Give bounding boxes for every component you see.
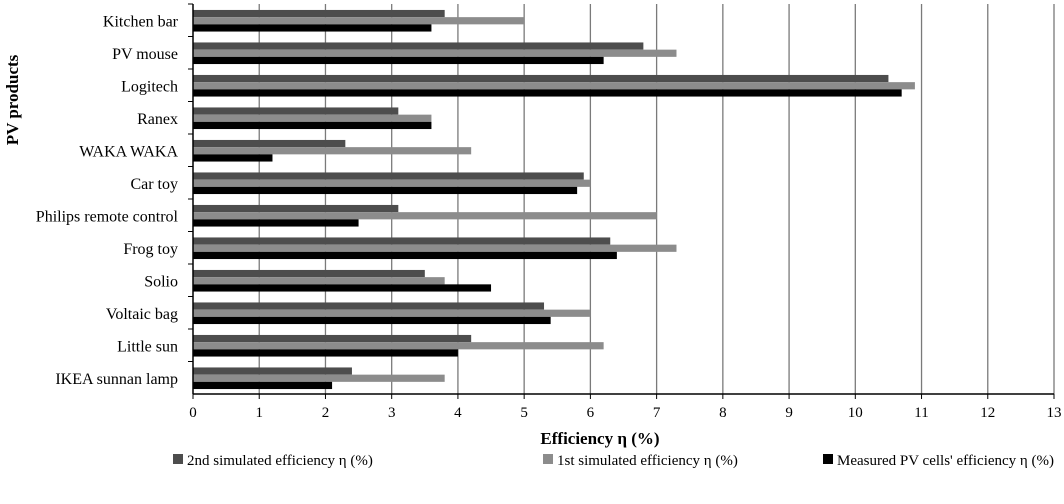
x-tick-label: 6 (587, 405, 595, 421)
bar (193, 302, 545, 310)
category-label: Ranex (137, 111, 178, 128)
bar (193, 172, 584, 180)
category-label: Philips remote control (36, 208, 179, 225)
bar (193, 9, 445, 18)
x-tick-label: 8 (719, 405, 727, 421)
bar (193, 114, 432, 122)
bar (193, 212, 657, 220)
category-label: Kitchen bar (103, 13, 179, 30)
x-tick-label: 4 (454, 405, 462, 421)
x-tick-label: 2 (322, 405, 330, 421)
bar (193, 49, 677, 57)
x-tick-label: 1 (255, 405, 263, 421)
bar (193, 334, 472, 343)
x-tick-label: 12 (980, 405, 995, 421)
x-tick-label: 13 (1047, 405, 1062, 421)
bar (193, 121, 432, 130)
bar (193, 284, 492, 292)
category-label: IKEA sunnan lamp (55, 371, 178, 388)
bar (193, 204, 399, 213)
category-label: Car toy (130, 176, 178, 193)
bar (193, 374, 445, 382)
x-tick-label: 9 (785, 405, 793, 421)
legend-swatch (823, 454, 833, 464)
bar (193, 381, 333, 390)
category-label: Little sun (117, 338, 178, 355)
bar (193, 107, 399, 115)
bar (193, 251, 617, 260)
legend: 2nd simulated efficiency η (%) 1st simula… (173, 453, 1054, 469)
bar (193, 89, 902, 97)
bar (193, 186, 578, 195)
bar (193, 82, 915, 90)
bar (193, 277, 445, 285)
bar (193, 342, 604, 350)
category-label: Logitech (121, 78, 178, 95)
category-label: Voltaic bag (106, 306, 178, 323)
x-axis-label: Efficiency η (%) (540, 429, 659, 448)
category-label: PV mouse (112, 46, 178, 63)
bar (193, 139, 346, 148)
bar (193, 17, 525, 25)
bar (193, 74, 889, 83)
x-tick-label: 3 (388, 405, 396, 421)
x-tick-label: 5 (520, 405, 528, 421)
y-axis-label: PV products (3, 54, 22, 145)
bar (193, 179, 591, 187)
axes (188, 3, 1055, 399)
x-tick-label: 7 (653, 405, 661, 421)
category-label: Frog toy (123, 241, 178, 258)
x-tick-label: 10 (848, 405, 863, 421)
x-tick-label: 11 (914, 405, 928, 421)
category-label: Solio (144, 273, 178, 290)
bar (193, 309, 591, 317)
bar (193, 269, 425, 278)
bar (193, 154, 273, 162)
category-label: WAKA WAKA (79, 143, 178, 160)
gridlines (258, 4, 1055, 394)
bar (193, 219, 359, 227)
bar (193, 244, 677, 252)
bar (193, 349, 458, 357)
bar (193, 24, 432, 32)
bar (193, 147, 472, 155)
legend-label: 1st simulated efficiency η (%) (557, 453, 738, 469)
bar (193, 367, 352, 375)
bar (193, 56, 604, 65)
bar (193, 42, 644, 50)
legend-swatch (543, 454, 553, 464)
bar (193, 237, 611, 245)
legend-swatch (173, 454, 183, 464)
bar (193, 316, 551, 325)
x-tick-label: 0 (189, 405, 197, 421)
legend-label: Measured PV cells' efficiency η (%) (837, 453, 1054, 469)
bars (193, 9, 915, 390)
legend-label: 2nd simulated efficiency η (%) (187, 453, 373, 469)
